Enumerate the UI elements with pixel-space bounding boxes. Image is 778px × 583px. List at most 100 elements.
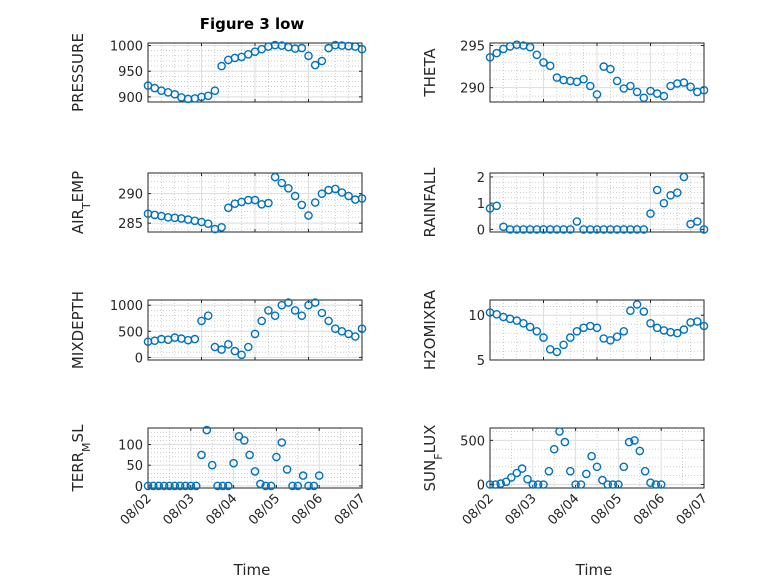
y-axis-label: THETA (421, 48, 439, 98)
data-point (223, 203, 233, 213)
data-point (284, 183, 293, 193)
data-point (181, 481, 190, 491)
x-tick-label: 08/07 (332, 491, 369, 528)
data-point (632, 87, 642, 97)
axes-box (147, 427, 363, 489)
data-point (639, 93, 649, 103)
data-point (256, 479, 265, 489)
data-point (619, 326, 629, 336)
data-point (317, 308, 327, 318)
data-point (507, 473, 516, 482)
subplot-air-temp: 285 290 AIRTEMP (69, 171, 367, 234)
data-point (630, 436, 639, 445)
data-point (532, 326, 542, 336)
data-point (560, 437, 570, 447)
y-tick-label: 10 (468, 309, 485, 324)
data-point (250, 329, 260, 339)
data-point (699, 321, 709, 331)
data-point (170, 481, 180, 491)
data-point (603, 480, 613, 489)
data-point (245, 450, 254, 460)
data-point (572, 217, 582, 226)
data-point (639, 307, 649, 316)
data-point (587, 451, 596, 461)
data-point (656, 480, 666, 489)
data-point (264, 306, 273, 315)
x-tick-label: 08/04 (545, 491, 582, 528)
data-point (202, 425, 212, 435)
data-point (230, 346, 240, 356)
data-point (566, 466, 575, 476)
y-tick-label: 2 (477, 171, 485, 186)
data-point (210, 86, 220, 95)
data-point (612, 76, 622, 86)
data-point (272, 452, 281, 462)
data-point (217, 222, 226, 232)
data-point (298, 471, 308, 480)
data-point (250, 467, 260, 476)
data-point (229, 458, 238, 468)
y-axis-label: PRESSURE (69, 33, 87, 112)
data-point (693, 317, 702, 326)
data-point (197, 316, 206, 326)
y-tick-label: 1000 (110, 40, 143, 55)
data-point (191, 481, 201, 491)
x-tick-label: 08/04 (203, 491, 240, 528)
data-point (237, 350, 246, 360)
subplot-terr-msl: 0 50 100 08/02 08/03 08/04 08/05 08/06 08/07 TERR… (69, 424, 369, 528)
data-point (626, 306, 635, 316)
data-point (608, 480, 618, 489)
data-point (197, 450, 206, 460)
data-point (651, 480, 661, 489)
data-point (270, 311, 280, 321)
data-point (217, 345, 226, 354)
data-point (350, 332, 360, 341)
data-point (304, 51, 313, 61)
data-point (218, 481, 228, 491)
y-axis-label: TERRMSL (69, 424, 93, 493)
x-tick-label: 08/07 (674, 491, 711, 528)
data-point (143, 481, 153, 491)
data-point (170, 90, 180, 99)
x-tick-label: 08/06 (631, 491, 668, 528)
data-point (572, 326, 582, 336)
subplot-mixdepth: 0 500 1000 MIXDEPTH (69, 291, 367, 369)
y-tick-label: 900 (118, 91, 143, 106)
data-point (673, 188, 682, 197)
data-point (552, 347, 562, 357)
y-tick-label: 0 (135, 480, 143, 495)
data-point (635, 446, 645, 456)
data-point (528, 480, 538, 489)
data-point (207, 460, 217, 470)
y-axis-label: AIRTEMP (69, 171, 93, 234)
data-point (250, 195, 260, 205)
y-tick-label: 290 (460, 82, 485, 97)
subplot-h2omixra: 5 10 H2OMIXRA (421, 289, 709, 370)
data-point (614, 480, 623, 489)
data-point (148, 481, 158, 491)
data-point (539, 480, 548, 489)
y-tick-label: 285 (118, 217, 143, 232)
data-point (532, 50, 542, 60)
data-point (357, 44, 367, 54)
x-tick-label: 08/03 (503, 491, 540, 528)
data-point (314, 471, 324, 480)
data-point (297, 311, 307, 321)
data-point (673, 328, 682, 338)
data-point (297, 43, 307, 53)
data-point (539, 333, 548, 342)
data-point (539, 58, 548, 67)
y-tick-label: 295 (460, 40, 485, 55)
data-point (165, 481, 174, 491)
y-tick-label: 50 (126, 459, 143, 474)
y-tick-label: 0 (135, 351, 143, 366)
data-point (310, 198, 320, 207)
x-axis-label-right: Time (575, 561, 613, 579)
data-point (282, 465, 292, 474)
y-tick-label: 5 (477, 354, 485, 369)
data-point (309, 481, 319, 491)
data-point (317, 189, 327, 198)
data-point (284, 298, 293, 307)
data-point (203, 311, 213, 321)
x-axis-label-left: Time (233, 561, 271, 579)
